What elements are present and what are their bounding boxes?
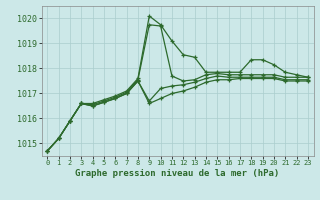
X-axis label: Graphe pression niveau de la mer (hPa): Graphe pression niveau de la mer (hPa) xyxy=(76,169,280,178)
